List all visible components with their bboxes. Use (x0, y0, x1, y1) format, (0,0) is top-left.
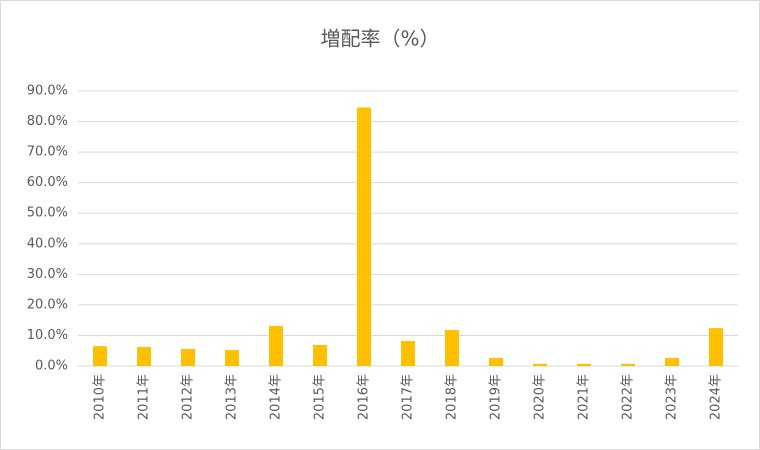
y-tick-label: 70.0% (27, 145, 68, 160)
bar (577, 363, 591, 366)
x-tick-label: 2018年 (445, 374, 460, 420)
x-tick-label: 2022年 (621, 374, 636, 420)
bar (445, 329, 459, 366)
x-tick-label: 2015年 (313, 374, 328, 420)
y-tick-label: 80.0% (27, 114, 68, 129)
y-tick-label: 20.0% (27, 297, 68, 312)
chart-title: 増配率（%） (320, 27, 439, 51)
bar (269, 325, 283, 366)
bar (225, 350, 239, 366)
x-tick-label: 2023年 (665, 374, 680, 420)
bar (93, 346, 107, 366)
bar (181, 348, 195, 366)
x-tick-label: 2013年 (225, 374, 240, 420)
x-tick-label: 2020年 (533, 374, 548, 420)
x-tick-label: 2017年 (401, 374, 416, 420)
bar (621, 363, 635, 366)
bar (489, 358, 503, 366)
bar (401, 340, 415, 366)
bar (665, 358, 679, 366)
y-tick-label: 60.0% (27, 175, 68, 190)
y-tick-label: 30.0% (27, 267, 68, 282)
y-tick-label: 10.0% (27, 328, 68, 343)
x-tick-label: 2010年 (93, 374, 108, 420)
bar (533, 363, 547, 366)
x-tick-label: 2024年 (709, 374, 724, 420)
x-tick-label: 2012年 (181, 374, 196, 420)
y-tick-label: 90.0% (27, 84, 68, 99)
y-tick-label: 50.0% (27, 206, 68, 221)
y-tick-label: 0.0% (35, 359, 68, 374)
x-tick-label: 2019年 (489, 374, 504, 420)
x-tick-label: 2011年 (137, 374, 152, 420)
x-tick-label: 2014年 (269, 374, 284, 420)
bar (313, 344, 327, 366)
bar (137, 347, 151, 366)
bar (357, 107, 371, 366)
y-tick-label: 40.0% (27, 236, 68, 251)
x-tick-label: 2016年 (357, 374, 372, 420)
x-tick-label: 2021年 (577, 374, 592, 420)
bar (709, 328, 723, 366)
